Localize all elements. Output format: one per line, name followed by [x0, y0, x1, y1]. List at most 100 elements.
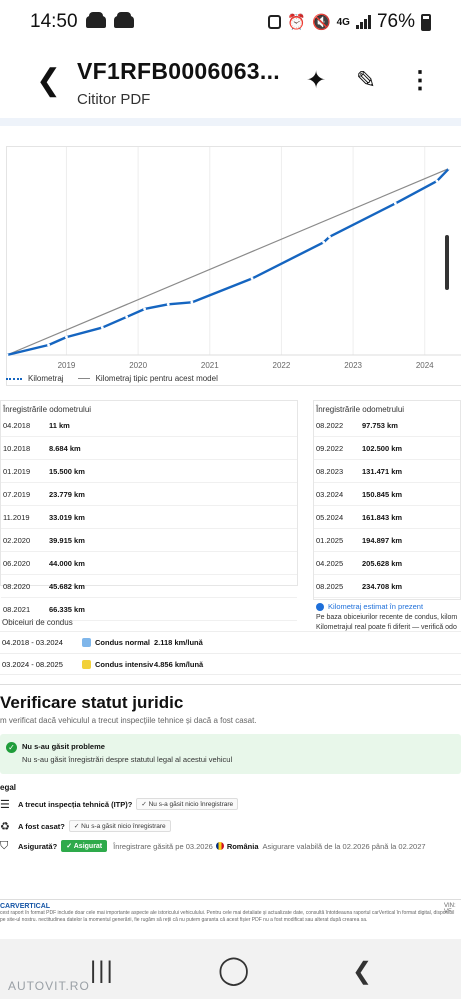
odometer-date: 02.2020: [3, 535, 31, 545]
driving-title: Obiceiuri de condus: [2, 618, 73, 627]
odometer-km: 8.684 km: [49, 443, 81, 453]
odometer-row: 03.2024 150.845 km: [314, 483, 460, 506]
estimate-label: Kilometraj estimat în prezent: [328, 602, 424, 611]
x-tick-label: 2020: [129, 361, 147, 370]
driving-row: 04.2018 - 03.2024 Condus normal 2.118 km…: [0, 631, 461, 653]
odometer-km: 97.753 km: [362, 420, 398, 430]
legend-label-mileage: Kilometraj: [28, 374, 64, 383]
odometer-date: 01.2025: [316, 535, 344, 545]
mileage-point: [435, 179, 439, 183]
app-bar: ❮ VF1RFB0006063... Cititor PDF ✦ ✎ ⋮: [0, 44, 461, 122]
no-issues-box: ✓ Nu s-au găsit probleme Nu s-au găsit î…: [0, 734, 461, 774]
insured-label: Asigurat: [73, 843, 103, 850]
odometer-km: 33.019 km: [49, 512, 85, 522]
normal-swatch: [82, 638, 91, 647]
driving-habits: Obiceiuri de condus 04.2018 - 03.2024 Co…: [0, 614, 461, 675]
odometer-km: 45.682 km: [49, 581, 85, 591]
checklist-icon: ☰: [0, 798, 10, 811]
legal-section-heading: egal: [0, 783, 17, 792]
legal-title: Verificare statut juridic: [0, 693, 184, 712]
odometer-km: 205.628 km: [362, 558, 403, 568]
mileage-point: [47, 343, 50, 347]
system-nav-bar: ||| ◯ ❮: [0, 939, 461, 999]
scrapped-status: Nu s-a găsit nicio înregistrare: [81, 823, 166, 830]
document-title: VF1RFB0006063...: [77, 58, 280, 84]
mileage-point: [143, 307, 146, 311]
odometer-row: 08.2021 66.335 km: [1, 598, 297, 621]
driving-label: Condus normal: [95, 638, 151, 647]
check-circle-icon: ✓: [6, 742, 17, 753]
mileage-point: [100, 326, 104, 329]
odometer-card-left: Înregistrările odometrului 04.2018 11 km 1…: [0, 400, 298, 621]
shield-check-icon: ⛉: [0, 839, 9, 852]
home-icon[interactable]: ◯: [218, 954, 250, 985]
recent-apps-icon[interactable]: |||: [90, 957, 115, 984]
brand-logo: CARVERTICAL: [0, 903, 51, 910]
odometer-row: 04.2018 11 km: [1, 414, 297, 437]
typical-mileage-line: [6, 167, 450, 356]
odometer-date: 03.2024: [316, 489, 344, 499]
odometer-date: 07.2019: [3, 489, 31, 499]
insurance-validity: Asigurare valabilă de la 02.2026 până la…: [262, 841, 426, 851]
toolbar-divider: [0, 118, 461, 126]
legal-subtitle: m verificat dacă vehiculul a trecut insp…: [0, 716, 257, 725]
odometer-row: 08.2020 45.682 km: [1, 575, 297, 598]
odometer-date: 08.2025: [316, 581, 344, 591]
insurance-question: Asigurată?: [18, 841, 58, 851]
scrapped-status-badge: ✓ Nu s-a găsit nicio înregistrare: [68, 820, 171, 832]
status-time: 14:50: [30, 11, 78, 32]
signal-icon: [355, 15, 371, 29]
x-tick-label: 2022: [273, 361, 291, 370]
footer-divider: [0, 899, 461, 900]
odometer-date: 08.2020: [3, 581, 31, 591]
odometer-date: 08.2021: [3, 604, 31, 614]
edit-icon[interactable]: ✎: [356, 67, 377, 94]
driving-row: 03.2024 - 08.2025 Condus intensiv 4.856 …: [0, 653, 461, 675]
odometer-date: 08.2022: [316, 420, 344, 430]
sparkle-ai-icon[interactable]: ✦: [306, 67, 327, 94]
odometer-km: 39.915 km: [49, 535, 85, 545]
odometer-km: 11 km: [49, 420, 70, 430]
mileage-point: [125, 315, 129, 319]
estimate-note-1: Pe baza obiceiurilor recente de condus, …: [316, 614, 458, 621]
no-issues-title: Nu s-au găsit probleme: [22, 742, 105, 751]
odometer-date: 05.2024: [316, 512, 344, 522]
itp-row: ☰ A trecut inspecția tehnică (ITP)? ✓ Nu…: [0, 797, 239, 811]
scroll-handle[interactable]: [445, 235, 449, 290]
mileage-point: [166, 302, 170, 306]
romania-flag-icon: [215, 842, 224, 850]
scrapped-row: ♻ A fost casat? ✓ Nu s-a găsit nicio înr…: [0, 819, 171, 833]
odometer-date: 04.2018: [3, 420, 31, 430]
scrapped-question: A fost casat?: [18, 821, 65, 831]
mileage-point: [393, 202, 397, 205]
insured-badge: ✓ Asigurat: [61, 840, 108, 852]
odometer-row: 11.2019 33.019 km: [1, 506, 297, 529]
odometer-row: 10.2018 8.684 km: [1, 437, 297, 460]
odometer-km: 234.708 km: [362, 581, 403, 591]
watermark: AUTOVIT.RO: [8, 979, 90, 993]
more-menu-icon[interactable]: ⋮: [408, 67, 432, 94]
insurance-row: ⛉ Asigurată? ✓ Asigurat Înregistrare găs…: [0, 839, 426, 853]
odometer-row: 07.2019 23.779 km: [1, 483, 297, 506]
odometer-left-list: 04.2018 11 km 10.2018 8.684 km 01.2019 15.500…: [1, 414, 297, 621]
estimate-note: Pe baza obiceiurilor recente de condus, …: [314, 611, 460, 635]
estimate-link[interactable]: Kilometraj estimat în prezent: [314, 598, 460, 611]
odometer-km: 23.779 km: [49, 489, 85, 499]
network-type: 4G: [336, 16, 350, 28]
odometer-date: 09.2022: [316, 443, 344, 453]
driving-period: 03.2024 - 08.2025: [2, 659, 63, 669]
odometer-left-title: Înregistrările odometrului: [3, 405, 92, 414]
mileage-point: [447, 167, 451, 170]
recycle-icon: ♻: [0, 820, 10, 833]
info-icon: [316, 602, 324, 611]
driving-period: 04.2018 - 03.2024: [2, 638, 63, 647]
x-tick-label: 2024: [416, 361, 434, 370]
battery-percent: 76%: [376, 11, 415, 32]
legend-label-typical: Kilometraj tipic pentru acest model: [95, 374, 218, 383]
odometer-km: 66.335 km: [49, 604, 85, 614]
back-arrow-icon[interactable]: ❮: [36, 64, 62, 97]
footer-vin: VIN: VF: [444, 903, 456, 915]
chart-legend: Kilometraj Kilometraj tipic pentru acest…: [6, 374, 218, 383]
nav-back-icon[interactable]: ❮: [352, 958, 373, 985]
odometer-km: 44.000 km: [49, 558, 85, 568]
